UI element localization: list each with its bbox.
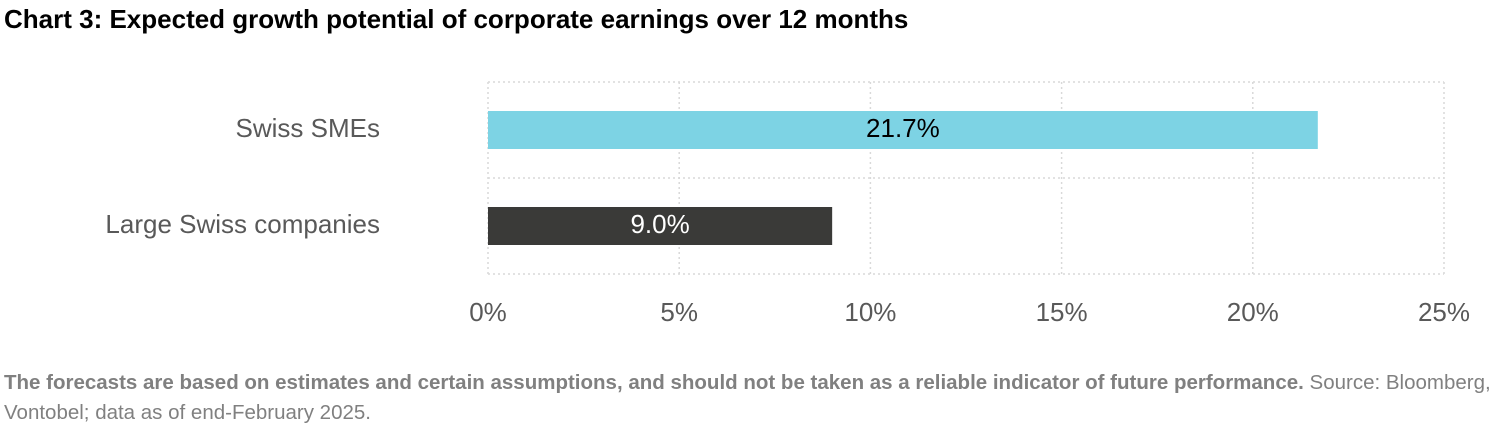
y-tick-label: Large Swiss companies bbox=[105, 209, 380, 239]
footnote: The forecasts are based on estimates and… bbox=[4, 368, 1498, 428]
x-tick-label: 0% bbox=[469, 297, 507, 327]
data-label: 21.7% bbox=[866, 113, 940, 143]
footnote-source: Source: Bloomberg, Vontobel; data as of … bbox=[4, 371, 1491, 424]
data-label: 9.0% bbox=[630, 209, 689, 239]
footnote-bold: The forecasts are based on estimates and… bbox=[4, 371, 1304, 394]
chart: 0% 5% 10% 15% 20% 25% Swiss SMEs 21.7% Large Swi… bbox=[105, 81, 1470, 327]
x-tick-label: 10% bbox=[844, 297, 896, 327]
x-tick-label: 15% bbox=[1036, 297, 1088, 327]
x-tick-label: 25% bbox=[1418, 297, 1470, 327]
x-tick-label: 20% bbox=[1227, 297, 1279, 327]
bar bbox=[488, 207, 833, 245]
bar bbox=[488, 111, 1318, 149]
x-tick-label: 5% bbox=[660, 297, 698, 327]
chart-title: Chart 3: Expected growth potential of co… bbox=[4, 4, 909, 34]
y-tick-label: Swiss SMEs bbox=[236, 113, 380, 143]
